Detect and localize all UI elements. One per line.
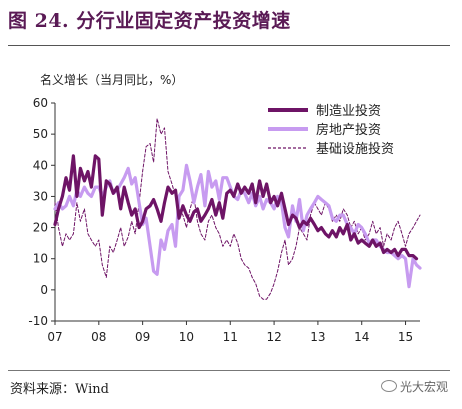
series-line-infrastructure — [54, 118, 421, 300]
x-tick-label: 12 — [266, 330, 281, 344]
x-tick-label: 10 — [179, 330, 194, 344]
chart-series — [53, 118, 422, 300]
title-rule — [8, 45, 450, 46]
chart-axes: 名义增长（当月同比，%） -10 0 10 20 30 40 50 60 07 08 09 10 11 12… — [28, 72, 420, 344]
watermark: 光大宏观 — [380, 378, 448, 395]
x-tick-label: 07 — [47, 330, 62, 344]
y-tick-label: 30 — [33, 189, 48, 203]
y-tick-label: 10 — [33, 252, 48, 266]
y-axis-label: 名义增长（当月同比，%） — [40, 72, 183, 87]
wechat-icon — [380, 380, 397, 392]
x-tick-label: 13 — [310, 330, 325, 344]
watermark-text: 光大宏观 — [399, 380, 448, 394]
y-tick-label: -10 — [28, 314, 48, 328]
x-tick-label: 09 — [135, 330, 150, 344]
x-tick-label: 11 — [223, 330, 238, 344]
source-note: 资料来源：Wind — [10, 382, 109, 397]
legend-label: 制造业投资 — [316, 103, 381, 119]
y-tick-label: 40 — [33, 158, 48, 172]
y-tick-label: 0 — [40, 283, 48, 297]
y-tick-label: 50 — [33, 127, 48, 141]
x-tick-label: 08 — [91, 330, 106, 344]
legend-label: 基础设施投资 — [316, 141, 394, 157]
x-tick-label: 15 — [398, 330, 413, 344]
y-tick-label: 60 — [33, 96, 48, 110]
source-rule — [8, 370, 450, 371]
y-tick-label: 20 — [33, 221, 48, 235]
figure-title: 图 24. 分行业固定资产投资增速 — [8, 10, 291, 32]
x-tick-label: 14 — [354, 330, 369, 344]
legend-label: 房地产投资 — [316, 122, 381, 138]
series-line-manufacturing — [53, 154, 419, 261]
